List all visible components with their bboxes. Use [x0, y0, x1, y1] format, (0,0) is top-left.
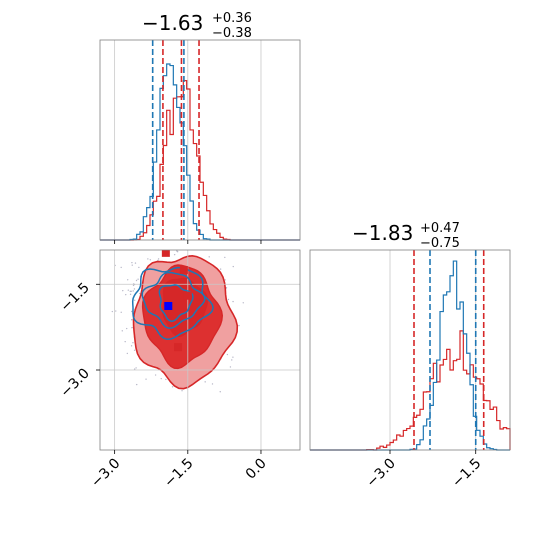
joint-scatter-point: [135, 367, 137, 369]
joint-scatter-point: [173, 253, 176, 256]
histogram-y-title-sub: −0.75: [420, 236, 460, 251]
joint-blue-contour-outer: [131, 266, 214, 341]
joint-scatter-point: [160, 377, 162, 380]
joint-scatter-point: [149, 259, 152, 261]
joint-scatter-point: [133, 288, 136, 290]
histogram-x-blue-series: [100, 63, 300, 241]
joint-scatter-point: [131, 264, 133, 266]
joint-scatter-point: [226, 353, 229, 356]
joint-y-tick-label: −1.5: [57, 280, 92, 315]
joint-scatter-point: [238, 324, 240, 327]
joint-scatter-point: [145, 378, 147, 380]
joint-red-marker: [183, 291, 192, 300]
joint-scatter-point: [174, 241, 175, 242]
joint-scatter-point: [229, 366, 232, 368]
joint-scatter-point: [132, 341, 134, 344]
joint-scatter-point: [204, 381, 206, 383]
histogram-y-frame: [309, 249, 511, 451]
histogram-y-tick-label: −1.5: [449, 456, 484, 491]
joint-scatter-point: [147, 258, 149, 260]
joint-scatter-point: [115, 310, 117, 312]
joint-blue-marker: [164, 302, 173, 310]
joint-scatter-point: [135, 279, 138, 282]
joint-red-marker: [161, 250, 170, 257]
joint-scatter-point: [121, 330, 123, 332]
joint-scatter-point: [130, 310, 133, 313]
joint-scatter-point: [137, 278, 139, 280]
joint-scatter-point: [134, 262, 137, 264]
joint-scatter-point: [126, 327, 128, 330]
joint-scatter-point: [132, 290, 134, 292]
joint-x-tick-label: 0.0: [243, 456, 270, 483]
joint-scatter-point: [208, 256, 210, 258]
joint-scatter-point: [132, 284, 135, 287]
joint-scatter-point: [168, 231, 169, 232]
histogram-x-title-sub: −0.38: [212, 26, 252, 41]
histogram-x-title: −1.63: [142, 11, 203, 35]
joint-scatter-point: [224, 279, 226, 281]
joint-scatter-point: [242, 302, 244, 304]
joint-scatter-point: [127, 289, 130, 291]
joint-scatter-point: [172, 228, 173, 229]
joint-scatter-point: [124, 340, 126, 343]
histogram-y-panel: −3.0 −1.5 −1.83 +0.47 −0.75: [309, 221, 511, 491]
joint-scatter-point: [165, 378, 167, 381]
joint-scatter-point: [131, 319, 133, 321]
joint-scatter-point: [232, 356, 234, 358]
joint-scatter-point: [120, 266, 122, 269]
joint-scatter-point: [232, 300, 234, 303]
joint-scatter-point: [231, 359, 233, 361]
joint-red-marker: [174, 343, 183, 352]
joint-scatter-point: [175, 237, 176, 238]
joint-blue-contour-middle: [141, 271, 206, 329]
joint-scatter-panel: −3.0 −1.5 0.0 −1.5 −3.0: [57, 228, 301, 491]
joint-scatter-point: [133, 349, 136, 351]
joint-scatter-point: [120, 311, 122, 313]
joint-scatter-point: [134, 299, 136, 301]
joint-scatter-point: [219, 391, 221, 393]
joint-scatter-point: [129, 290, 131, 293]
histogram-x-red-series: [100, 79, 300, 241]
histogram-x-panel: −1.63 +0.36 −0.38: [99, 11, 301, 244]
histogram-y-title-sup: +0.47: [420, 221, 460, 236]
joint-scatter-point: [176, 251, 179, 253]
histogram-y-blue-series: [310, 260, 510, 451]
histogram-x-frame: [99, 39, 301, 241]
joint-x-tick-label: −1.5: [161, 456, 196, 491]
joint-scatter-point: [127, 279, 129, 281]
joint-y-tick-label: −3.0: [57, 366, 92, 401]
joint-scatter-point: [232, 265, 234, 268]
joint-blue-contour-inner: [158, 284, 194, 322]
joint-scatter-point: [227, 298, 230, 301]
joint-scatter-point: [129, 293, 132, 296]
joint-scatter-point: [157, 258, 160, 260]
joint-scatter-point: [131, 327, 133, 329]
joint-scatter-point: [111, 310, 114, 313]
joint-scatter-point: [181, 390, 183, 392]
joint-scatter-point: [157, 259, 159, 262]
joint-x-tick-label: −3.0: [88, 456, 123, 491]
joint-scatter-point: [171, 386, 174, 388]
joint-frame: [99, 249, 301, 451]
joint-scatter-point: [154, 374, 157, 376]
histogram-y-title: −1.83: [352, 221, 413, 245]
joint-scatter-point: [130, 345, 133, 347]
joint-scatter-point: [224, 256, 226, 259]
joint-scatter-point: [122, 289, 124, 292]
joint-scatter-point: [135, 383, 138, 386]
joint-scatter-point: [211, 383, 214, 385]
joint-scatter-point: [139, 292, 141, 295]
joint-scatter-point: [131, 261, 133, 264]
joint-red-marker: [179, 266, 188, 274]
joint-scatter-point: [125, 293, 127, 296]
histogram-y-tick-label: −3.0: [363, 456, 398, 491]
joint-scatter-point: [219, 268, 222, 270]
joint-scatter-point: [126, 352, 129, 355]
histogram-x-title-sup: +0.36: [212, 11, 252, 26]
joint-scatter-point: [174, 244, 175, 245]
joint-scatter-point: [133, 368, 136, 370]
joint-scatter-point: [138, 266, 140, 269]
